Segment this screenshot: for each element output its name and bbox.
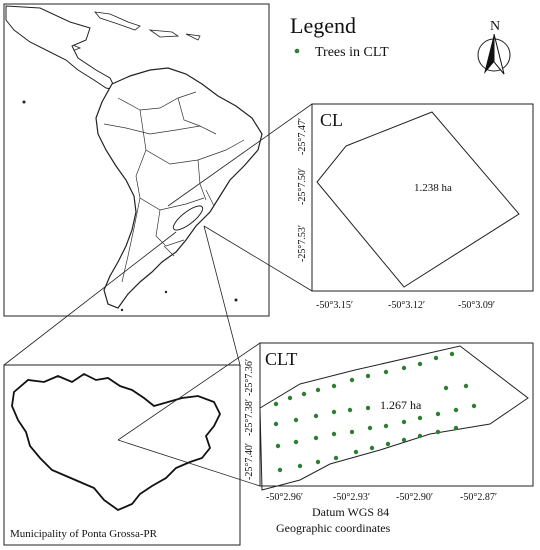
- tree-point-24: [331, 431, 337, 437]
- tree-point-17: [347, 407, 353, 413]
- municipality-panel: Municipality of Ponta Grossa-PR: [3, 364, 241, 546]
- datum-label: Datum WGS 84: [312, 505, 389, 519]
- clt-y-tick-1: -25°7.36′: [244, 359, 255, 396]
- tree-point-31: [453, 407, 459, 413]
- clt-y-tick-3: -25°7.40′: [244, 443, 255, 480]
- tree-point-3: [301, 391, 307, 397]
- tree-point-42: [435, 429, 441, 435]
- tree-point-6: [349, 377, 355, 383]
- tree-point-20: [463, 383, 469, 389]
- clt-title: CLT: [265, 349, 297, 369]
- tree-point-35: [315, 459, 321, 465]
- tree-point-16: [331, 409, 337, 415]
- tree-point-19: [443, 385, 449, 391]
- tree-point-4: [315, 387, 321, 393]
- tree-point-8: [383, 369, 389, 375]
- clt-x-tick-2: -50°2.93′: [333, 492, 370, 503]
- tree-point-33: [277, 467, 283, 473]
- cl-panel: CL 1.238 ha -25°7.47′ -25°7.50′ -25°7.53…: [297, 103, 534, 311]
- cl-y-tick-1: -25°7.47′: [297, 118, 308, 155]
- tree-point-5: [331, 383, 337, 389]
- tree-point-7: [365, 373, 371, 379]
- tree-point-9: [401, 365, 407, 371]
- tree-points: [273, 351, 477, 473]
- tree-point-38: [369, 445, 375, 451]
- cl-x-tick-1: -50°3.15′: [316, 300, 353, 311]
- cl-y-tick-3: -25°7.53′: [297, 225, 308, 262]
- cl-x-tick-2: -50°3.12′: [388, 300, 425, 311]
- cl-title: CL: [320, 110, 343, 130]
- tree-point-21: [275, 443, 281, 449]
- clt-y-tick-2: -25°7.38′: [244, 399, 255, 436]
- tree-point-1: [273, 401, 279, 407]
- municipality-outline: [11, 372, 222, 512]
- tree-point-15: [313, 413, 319, 419]
- cl-y-tick-2: -25°7.50′: [297, 168, 308, 205]
- tree-point-13: [273, 421, 279, 427]
- tree-point-29: [417, 415, 423, 421]
- tree-point-10: [417, 361, 423, 367]
- tree-point-39: [385, 441, 391, 447]
- clt-x-tick-3: -50°2.90′: [396, 492, 433, 503]
- legend-item-trees: Trees in CLT: [315, 45, 389, 60]
- tree-point-43: [453, 425, 459, 431]
- tree-point-22: [293, 439, 299, 445]
- tree-point-23: [313, 435, 319, 441]
- tree-point-18: [365, 405, 371, 411]
- legend: Legend Trees in CLT: [290, 13, 389, 60]
- tree-point-40: [401, 437, 407, 443]
- tree-point-28: [401, 419, 407, 425]
- cl-x-tick-3: -50°3.09′: [458, 300, 495, 311]
- cl-area-label: 1.238 ha: [414, 182, 452, 194]
- north-arrow-icon: N: [477, 19, 511, 75]
- north-label: N: [490, 19, 500, 34]
- coords-label: Geographic coordinates: [276, 521, 391, 535]
- south-america-outline: [95, 67, 263, 309]
- south-america-panel: [3, 3, 270, 317]
- tree-point-2: [287, 395, 293, 401]
- clt-x-tick-4: -50°2.87′: [460, 492, 497, 503]
- tree-point-12: [449, 351, 455, 357]
- tree-point-27: [383, 423, 389, 429]
- tree-point-25: [349, 429, 355, 435]
- municipality-label: Municipality of Ponta Grossa-PR: [10, 528, 158, 540]
- tree-point-34: [297, 463, 303, 469]
- tree-point-32: [471, 403, 477, 409]
- clt-plot-polygon: [259, 345, 529, 491]
- clt-area-label: 1.267 ha: [380, 398, 422, 412]
- cl-plot-polygon: [316, 111, 520, 288]
- tree-point-icon: [294, 48, 300, 54]
- tree-point-36: [333, 455, 339, 461]
- tree-point-37: [353, 449, 359, 455]
- tree-point-14: [293, 417, 299, 423]
- tree-point-30: [435, 411, 441, 417]
- legend-title: Legend: [290, 13, 356, 38]
- tree-point-11: [433, 355, 439, 361]
- clt-panel: CLT 1.267 ha -25°7.36′ -25°7.38′ -25°7.4…: [244, 342, 534, 535]
- tree-point-41: [417, 433, 423, 439]
- tree-point-26: [367, 425, 373, 431]
- clt-x-tick-1: -50°2.96′: [266, 492, 303, 503]
- connector-lines: [3, 103, 313, 487]
